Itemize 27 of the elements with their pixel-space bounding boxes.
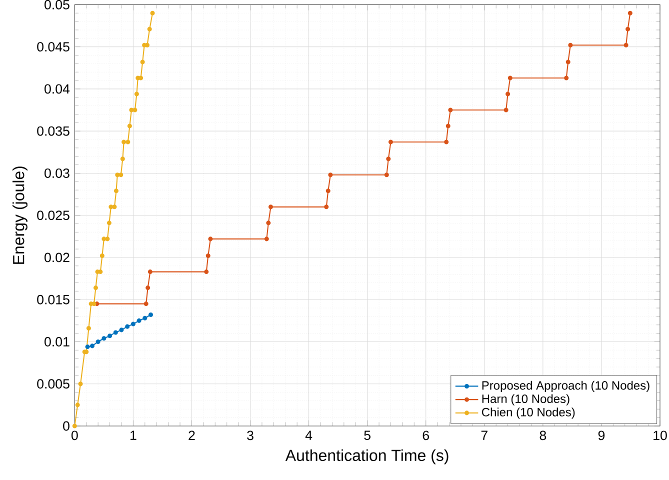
- x-tick-label: 9: [598, 430, 605, 440]
- y-tick-label: 0.025: [37, 210, 70, 220]
- x-tick-label: 2: [188, 430, 195, 440]
- x-tick-label: 7: [481, 430, 488, 440]
- y-tick-label: 0: [63, 421, 70, 431]
- y-tick-label: 0.03: [44, 168, 70, 178]
- y-axis-title: Energy (joule): [12, 166, 28, 264]
- x-tick-label: 0: [71, 430, 78, 440]
- y-tick-label: 0.045: [37, 42, 70, 52]
- y-tick-label: 0.035: [37, 126, 70, 136]
- y-tick-label: 0.01: [44, 337, 70, 346]
- x-tick-label: 4: [305, 430, 312, 440]
- x-tick-label: 5: [364, 430, 370, 440]
- x-tick-label: 3: [247, 430, 254, 440]
- y-tick-label: 0.04: [44, 84, 70, 94]
- y-tick-label: 0.015: [37, 294, 70, 304]
- legend-label: Harn (10 Nodes): [482, 394, 570, 406]
- y-tick-label: 0.05: [44, 0, 70, 10]
- x-tick-label: 1: [130, 430, 136, 440]
- legend-label: Chien (10 Nodes): [482, 408, 575, 419]
- y-tick-label: 0.005: [37, 379, 70, 389]
- x-tick-label: 10: [654, 430, 667, 440]
- x-axis-title: Authentication Time (s): [285, 449, 448, 464]
- x-tick-label: 8: [540, 430, 546, 440]
- legend-label: Proposed Approach (10 Nodes): [482, 380, 650, 392]
- x-tick-label: 6: [422, 430, 429, 440]
- y-tick-label: 0.02: [44, 252, 70, 262]
